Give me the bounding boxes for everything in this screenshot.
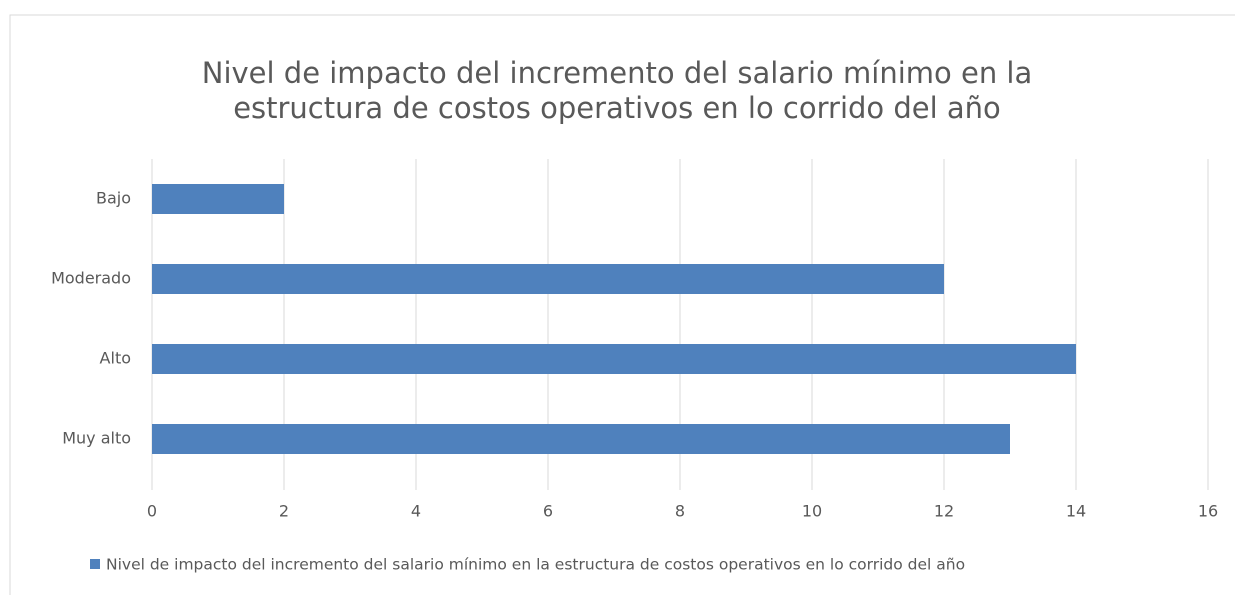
x-tick-label: 14 xyxy=(1066,502,1086,521)
chart-title: estructura de costos operativos en lo co… xyxy=(233,91,1001,125)
x-tick-label: 12 xyxy=(934,502,954,521)
y-tick-label: Moderado xyxy=(51,269,131,288)
chart-title: Nivel de impacto del incremento del sala… xyxy=(202,56,1033,90)
x-tick-label: 10 xyxy=(802,502,822,521)
x-tick-label: 8 xyxy=(675,502,685,521)
x-tick-label: 2 xyxy=(279,502,289,521)
bar xyxy=(152,424,1010,454)
y-tick-label: Muy alto xyxy=(62,429,131,448)
bar xyxy=(152,264,944,294)
y-tick-label: Bajo xyxy=(96,189,131,208)
x-tick-label: 16 xyxy=(1198,502,1218,521)
chart-border xyxy=(9,14,1235,595)
bar xyxy=(152,184,284,214)
x-tick-label: 6 xyxy=(543,502,553,521)
x-tick-label: 0 xyxy=(147,502,157,521)
x-tick-label: 4 xyxy=(411,502,421,521)
legend-label: Nivel de impacto del incremento del sala… xyxy=(106,556,965,574)
y-tick-label: Alto xyxy=(100,349,131,368)
legend-swatch xyxy=(90,559,100,569)
bar xyxy=(152,344,1076,374)
